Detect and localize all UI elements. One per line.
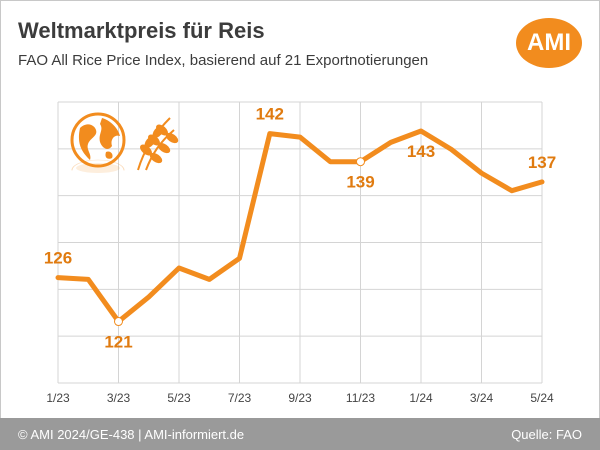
grid-lines	[57, 101, 543, 384]
logo-text: AMI	[527, 29, 571, 56]
series-line	[55, 128, 545, 324]
footer-bar: © AMI 2024/GE-438 | AMI-informiert.de Qu…	[0, 418, 600, 450]
data-point-marker	[356, 157, 365, 167]
data-labels: 126 121 142 139 143 137	[44, 105, 556, 352]
x-tick-label: 1/23	[46, 391, 70, 405]
footer-source: Quelle: FAO	[511, 427, 582, 442]
chart-subtitle: FAO All Rice Price Index, basierend auf …	[18, 52, 429, 69]
x-tick-label: 3/23	[107, 391, 131, 405]
point-markers	[114, 157, 365, 327]
x-tick-label: 3/24	[470, 391, 494, 405]
x-tick-label: 7/23	[228, 391, 252, 405]
series-line-path	[55, 128, 545, 324]
data-point-marker	[114, 317, 123, 327]
x-tick-label: 5/24	[530, 391, 554, 405]
data-label: 139	[346, 173, 374, 192]
line-chart: 1/23 3/23 5/23 7/23 9/23 11/23 1/24 3/24 5/24 12…	[44, 101, 556, 405]
data-label: 121	[104, 333, 132, 352]
ami-logo: AMI	[516, 18, 582, 68]
data-label: 143	[407, 142, 435, 161]
data-label: 126	[44, 249, 72, 268]
data-label: 137	[528, 153, 556, 172]
rice-plant-icon	[137, 117, 179, 171]
x-tick-label: 1/24	[409, 391, 433, 405]
data-label: 142	[256, 105, 284, 124]
footer-copyright: © AMI 2024/GE-438 | AMI-informiert.de	[18, 427, 245, 442]
x-tick-label: 5/23	[167, 391, 191, 405]
chart-title: Weltmarktpreis für Reis	[18, 18, 265, 43]
x-axis-ticks: 1/23 3/23 5/23 7/23 9/23 11/23 1/24 3/24 5/24	[46, 391, 554, 405]
x-tick-label: 9/23	[288, 391, 312, 405]
x-tick-label: 11/23	[346, 391, 375, 405]
globe-icon	[70, 112, 126, 173]
